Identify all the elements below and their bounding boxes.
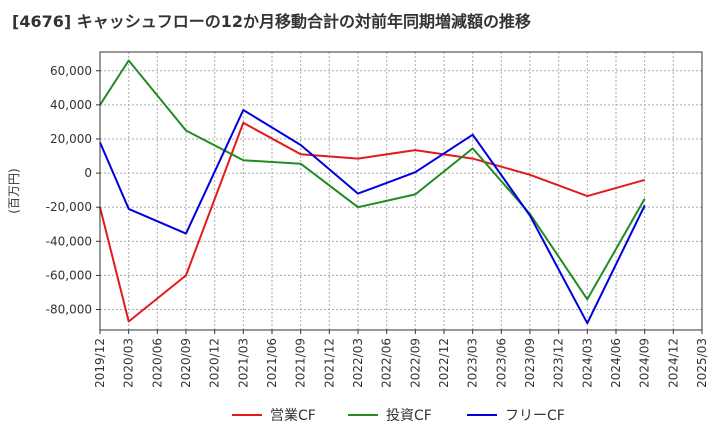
plot-area bbox=[100, 52, 702, 330]
x-tick-label: 2020/03 bbox=[122, 338, 136, 388]
x-tick-label: 2023/12 bbox=[552, 338, 566, 388]
legend-label-3: フリーCF bbox=[505, 408, 565, 424]
axes bbox=[96, 51, 703, 334]
legend-label-2: 投資CF bbox=[386, 408, 432, 424]
y-axis-label: (百万円) bbox=[7, 168, 21, 213]
y-tick-label: -20,000 bbox=[46, 200, 92, 214]
y-tick-label: 40,000 bbox=[50, 98, 92, 112]
x-tick-label: 2022/06 bbox=[380, 338, 394, 388]
x-tick-label: 2024/12 bbox=[666, 338, 680, 388]
y-tick-label: -40,000 bbox=[46, 234, 92, 248]
y-tick-label: 60,000 bbox=[50, 64, 92, 78]
x-tick-label: 2021/06 bbox=[265, 338, 279, 388]
x-tick-label: 2020/09 bbox=[179, 338, 193, 388]
x-tick-labels: 2019/12 2020/03 2020/06 2020/09 2020/12 2021/… bbox=[93, 338, 709, 388]
x-tick-label: 2020/12 bbox=[208, 338, 222, 388]
x-tick-label: 2022/03 bbox=[351, 338, 365, 388]
series-line-3 bbox=[99, 109, 646, 325]
x-tick-label: 2021/12 bbox=[322, 338, 336, 388]
x-tick-label: 2019/12 bbox=[93, 338, 107, 388]
y-tick-label: 0 bbox=[84, 166, 92, 180]
y-tick-label: -80,000 bbox=[46, 303, 92, 317]
y-tick-label: -60,000 bbox=[46, 268, 92, 282]
plot-background bbox=[100, 52, 702, 330]
x-tick-label: 2022/12 bbox=[437, 338, 451, 388]
y-tick-labels: 60,000 40,000 20,000 0 -20,000 -40,000 -60,000… bbox=[46, 64, 92, 317]
legend: 営業CF 投資CF フリーCF bbox=[232, 408, 565, 424]
x-tick-label: 2021/09 bbox=[294, 338, 308, 388]
x-tick-label: 2023/03 bbox=[466, 338, 480, 388]
series-line-1 bbox=[99, 121, 645, 323]
x-tick-label: 2022/09 bbox=[408, 338, 422, 388]
x-tick-label: 2024/09 bbox=[638, 338, 652, 388]
plot-frame bbox=[99, 51, 703, 331]
x-tick-label: 2023/09 bbox=[523, 338, 537, 388]
x-tick-label: 2025/03 bbox=[695, 338, 709, 388]
x-tick-label: 2023/06 bbox=[494, 338, 508, 388]
chart-title: [4676] キャッシュフローの12か月移動合計の対前年同期増減額の推移 bbox=[12, 12, 531, 31]
y-tick-label: 20,000 bbox=[50, 132, 92, 146]
x-tick-label: 2024/03 bbox=[580, 338, 594, 388]
x-tick-label: 2024/06 bbox=[609, 338, 623, 388]
legend-label-1: 営業CF bbox=[270, 408, 316, 424]
x-tick-label: 2020/06 bbox=[150, 338, 164, 388]
x-tick-label: 2021/03 bbox=[236, 338, 250, 388]
series-lines bbox=[99, 59, 646, 325]
series-line-2 bbox=[99, 59, 646, 301]
